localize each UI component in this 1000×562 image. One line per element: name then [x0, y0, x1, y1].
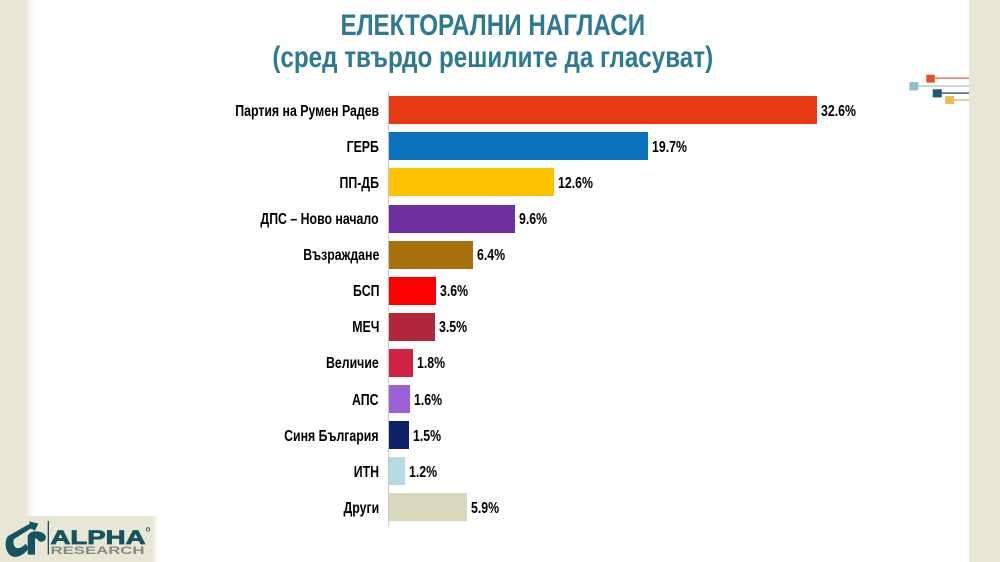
svg-text:ALPHA: ALPHA: [51, 527, 146, 549]
svg-text:RESEARCH: RESEARCH: [51, 545, 145, 557]
